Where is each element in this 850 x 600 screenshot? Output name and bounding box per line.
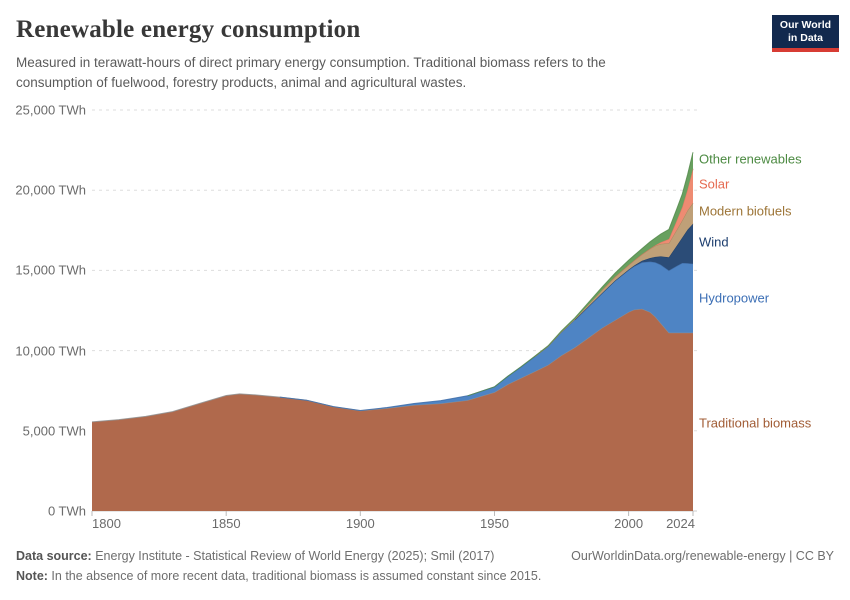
series-label-other-renewables: Other renewables: [699, 151, 802, 167]
series-label-wind: Wind: [699, 234, 729, 250]
area-hydropower: [92, 261, 693, 422]
series-label-hydropower: Hydropower: [699, 290, 770, 306]
x-axis-label-2000: 2000: [614, 516, 644, 531]
x-axis-label-1800: 1800: [92, 516, 121, 531]
page-title: Renewable energy consumption: [16, 16, 361, 43]
area-outline-other-renewables: [467, 152, 694, 397]
owid-url-link[interactable]: OurWorldinData.org/renewable-energy | CC…: [571, 549, 834, 563]
data-source-line: Data source: Energy Institute - Statisti…: [16, 549, 494, 563]
owid-logo[interactable]: Our World in Data: [772, 15, 839, 53]
owid-logo-line2: in Data: [787, 32, 823, 45]
note-label: Note:: [16, 569, 48, 583]
plot-area[interactable]: [92, 100, 693, 511]
x-axis-label-1950: 1950: [480, 516, 509, 531]
x-axis-label-1900: 1900: [345, 516, 375, 531]
note-line: Note: In the absence of more recent data…: [16, 569, 541, 583]
series-label-solar: Solar: [699, 176, 730, 192]
x-axis-label-1850: 1850: [211, 516, 241, 531]
y-axis-label-25000: 25,000 TWh: [15, 102, 86, 118]
owid-logo-line1: Our World: [779, 19, 832, 31]
series-label-modern-biofuels: Modern biofuels: [699, 203, 792, 219]
chart-subtitle: Measured in terawatt-hours of direct pri…: [16, 55, 606, 90]
y-axis-label-20000: 20,000 TWh: [15, 182, 86, 198]
series-label-traditional-biomass: Traditional biomass: [699, 415, 812, 431]
area-traditional-biomass: [92, 308, 693, 511]
y-axis-label-10000: 10,000 TWh: [15, 343, 86, 359]
note-text: In the absence of more recent data, trad…: [47, 569, 542, 583]
x-axis-label-2024: 2024: [666, 516, 695, 531]
data-source-label: Data source:: [16, 549, 92, 563]
y-axis-label-15000: 15,000 TWh: [15, 262, 86, 278]
y-axis-label-5000: 5,000 TWh: [22, 423, 86, 439]
y-axis-label-0: 0 TWh: [47, 503, 86, 519]
data-source-text: Energy Institute - Statistical Review of…: [91, 549, 495, 563]
